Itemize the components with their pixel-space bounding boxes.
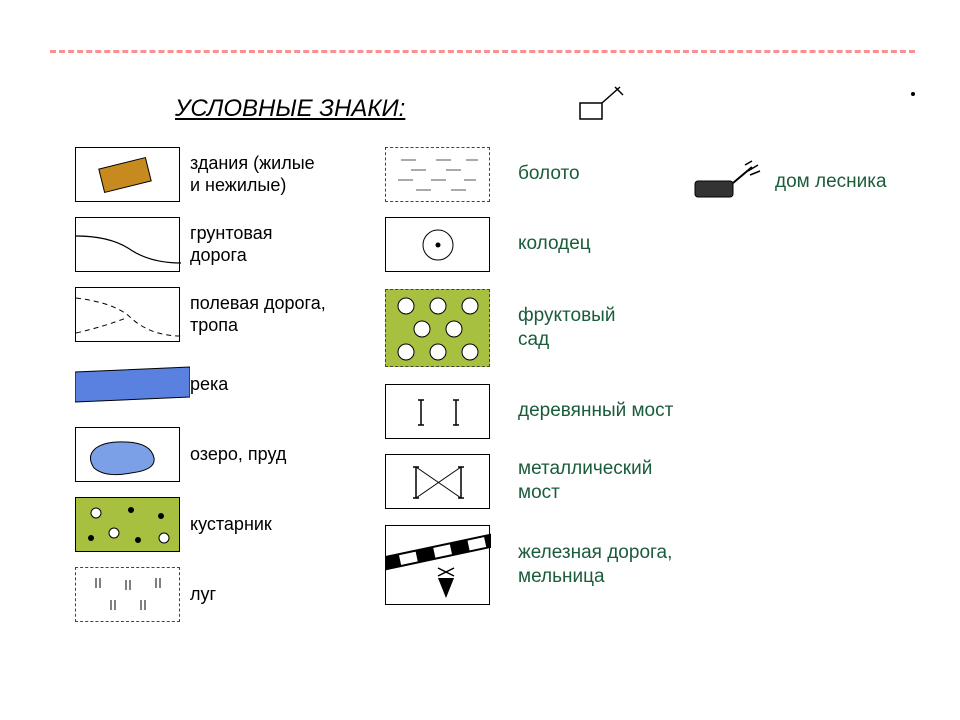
symbol-railway	[385, 525, 490, 605]
symbol-shrub	[75, 497, 180, 552]
top-dashed-border	[50, 50, 915, 53]
label-buildings: здания (жилые и нежилые)	[190, 152, 315, 197]
symbol-forester-house	[690, 159, 765, 204]
legend-row-river: река	[75, 355, 385, 413]
label-river: река	[190, 373, 228, 396]
label-metal-bridge: металлический мост	[518, 457, 695, 505]
legend-row-dirt-road: грунтовая дорога	[75, 215, 385, 273]
label-shrub: кустарник	[190, 513, 272, 536]
label-meadow: луг	[190, 583, 216, 606]
label-swamp: болото	[518, 162, 580, 186]
legend-row-lake: озеро, пруд	[75, 425, 385, 483]
symbol-river	[75, 357, 180, 412]
column-3: дом лесника	[690, 145, 950, 204]
label-forester-house: дом лесника	[775, 170, 887, 194]
symbol-metal-bridge	[385, 454, 490, 509]
legend-row-railway: железная дорога, мельница	[385, 522, 695, 607]
symbol-buildings	[75, 147, 180, 202]
symbol-lake	[75, 427, 180, 482]
legend-row-buildings: здания (жилые и нежилые)	[75, 145, 385, 203]
label-dirt-road: грунтовая дорога	[190, 222, 273, 267]
label-lake: озеро, пруд	[190, 443, 286, 466]
label-railway: железная дорога, мельница	[518, 541, 695, 589]
symbol-meadow	[75, 567, 180, 622]
legend-row-forester-house: дом лесника	[690, 159, 950, 204]
legend-row-wood-bridge: деревянный мост	[385, 382, 695, 440]
symbol-orchard	[385, 289, 490, 367]
symbol-field-road	[75, 287, 180, 342]
label-orchard: фруктовый сад	[518, 304, 615, 352]
legend-row-swamp: болото	[385, 145, 695, 203]
corner-dot	[911, 92, 915, 96]
column-2: болото колодец фруктовый сад	[385, 145, 695, 619]
label-well: колодец	[518, 232, 591, 256]
legend-row-meadow: луг	[75, 565, 385, 623]
symbol-dirt-road	[75, 217, 180, 272]
legend-row-metal-bridge: металлический мост	[385, 452, 695, 510]
symbol-wood-bridge	[385, 384, 490, 439]
label-field-road: полевая дорога, тропа	[190, 292, 326, 337]
title: УСЛОВНЫЕ ЗНАКИ:	[175, 95, 405, 123]
antenna-box-icon	[575, 85, 635, 125]
legend-row-shrub: кустарник	[75, 495, 385, 553]
legend-row-orchard: фруктовый сад	[385, 285, 695, 370]
label-wood-bridge: деревянный мост	[518, 399, 673, 423]
legend-row-well: колодец	[385, 215, 695, 273]
symbol-swamp	[385, 147, 490, 202]
column-1: здания (жилые и нежилые) грунтовая дорог…	[75, 145, 385, 635]
symbol-well	[385, 217, 490, 272]
legend-row-field-road: полевая дорога, тропа	[75, 285, 385, 343]
